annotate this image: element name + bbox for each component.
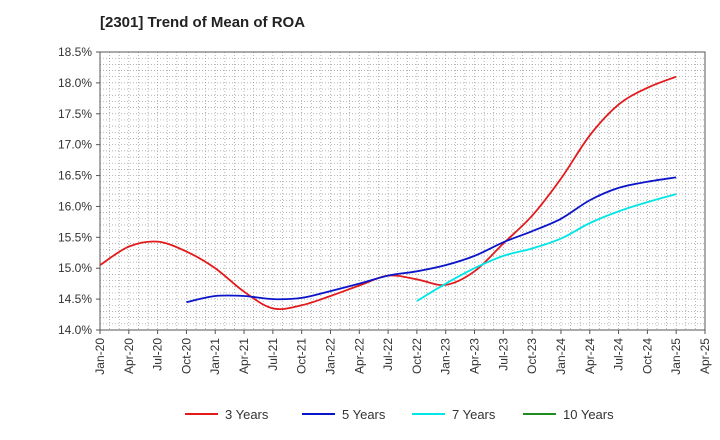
x-tick-label: Jul-21	[266, 338, 280, 371]
legend-label-10-years: 10 Years	[563, 407, 614, 422]
x-tick-label: Oct-24	[640, 338, 654, 374]
plot-background	[100, 52, 705, 330]
series-line-7-years	[416, 193, 677, 302]
legend-label-5-years: 5 Years	[342, 407, 386, 422]
x-tick-label: Apr-20	[122, 338, 136, 374]
x-tick-label: Jan-21	[208, 338, 222, 375]
x-tick-label: Jan-20	[93, 338, 107, 375]
x-tick-label: Oct-22	[410, 338, 424, 374]
y-tick-label: 14.0%	[58, 323, 92, 337]
y-tick-label: 14.5%	[58, 292, 92, 306]
plot-area	[100, 52, 705, 330]
x-tick-label: Jan-24	[554, 338, 568, 375]
y-tick-label: 16.0%	[58, 199, 92, 213]
plot-frame	[99, 51, 706, 331]
y-tick-label: 17.0%	[58, 138, 92, 152]
x-tick-label: Jul-23	[496, 338, 510, 371]
x-axis-ticks: Jan-20 Apr-20 Jul-20 Oct-20 Jan-21 Apr-21 Jul-…	[93, 330, 712, 375]
grid-lines	[99, 51, 706, 331]
y-tick-label: 18.5%	[58, 45, 92, 59]
series-layer	[99, 75, 677, 311]
chart-title: [2301] Trend of Mean of ROA	[100, 14, 306, 31]
axes	[99, 51, 706, 331]
y-tick-label: 18.0%	[58, 76, 92, 90]
x-tick-label: Jan-25	[669, 338, 683, 375]
y-tick-label: 15.5%	[58, 230, 92, 244]
x-tick-label: Apr-24	[583, 338, 597, 374]
y-tick-label: 16.5%	[58, 169, 92, 183]
x-tick-label: Jul-22	[381, 338, 395, 371]
x-tick-label: Oct-21	[295, 338, 309, 374]
y-axis-ticks: 14.0% 14.5% 15.0% 15.5% 16.0% 16.5% 17.0% 17.5%…	[58, 45, 100, 337]
series-line-5-years	[186, 176, 677, 304]
x-tick-label: Apr-25	[698, 338, 712, 374]
x-tick-label: Jan-22	[323, 338, 337, 375]
x-tick-label: Jul-20	[151, 338, 165, 371]
x-tick-label: Jul-24	[612, 338, 626, 371]
x-tick-label: Apr-22	[352, 338, 366, 374]
y-tick-label: 17.5%	[58, 107, 92, 121]
x-tick-label: Jan-23	[439, 338, 453, 375]
x-tick-label: Oct-23	[525, 338, 539, 374]
x-tick-label: Apr-23	[468, 338, 482, 374]
legend-label-3-years: 3 Years	[225, 407, 269, 422]
x-tick-label: Apr-21	[237, 338, 251, 374]
y-tick-label: 15.0%	[58, 261, 92, 275]
x-tick-label: Oct-20	[179, 338, 193, 374]
legend: 3 Years 5 Years 7 Years 10 Years	[185, 407, 614, 422]
legend-label-7-years: 7 Years	[452, 407, 496, 422]
